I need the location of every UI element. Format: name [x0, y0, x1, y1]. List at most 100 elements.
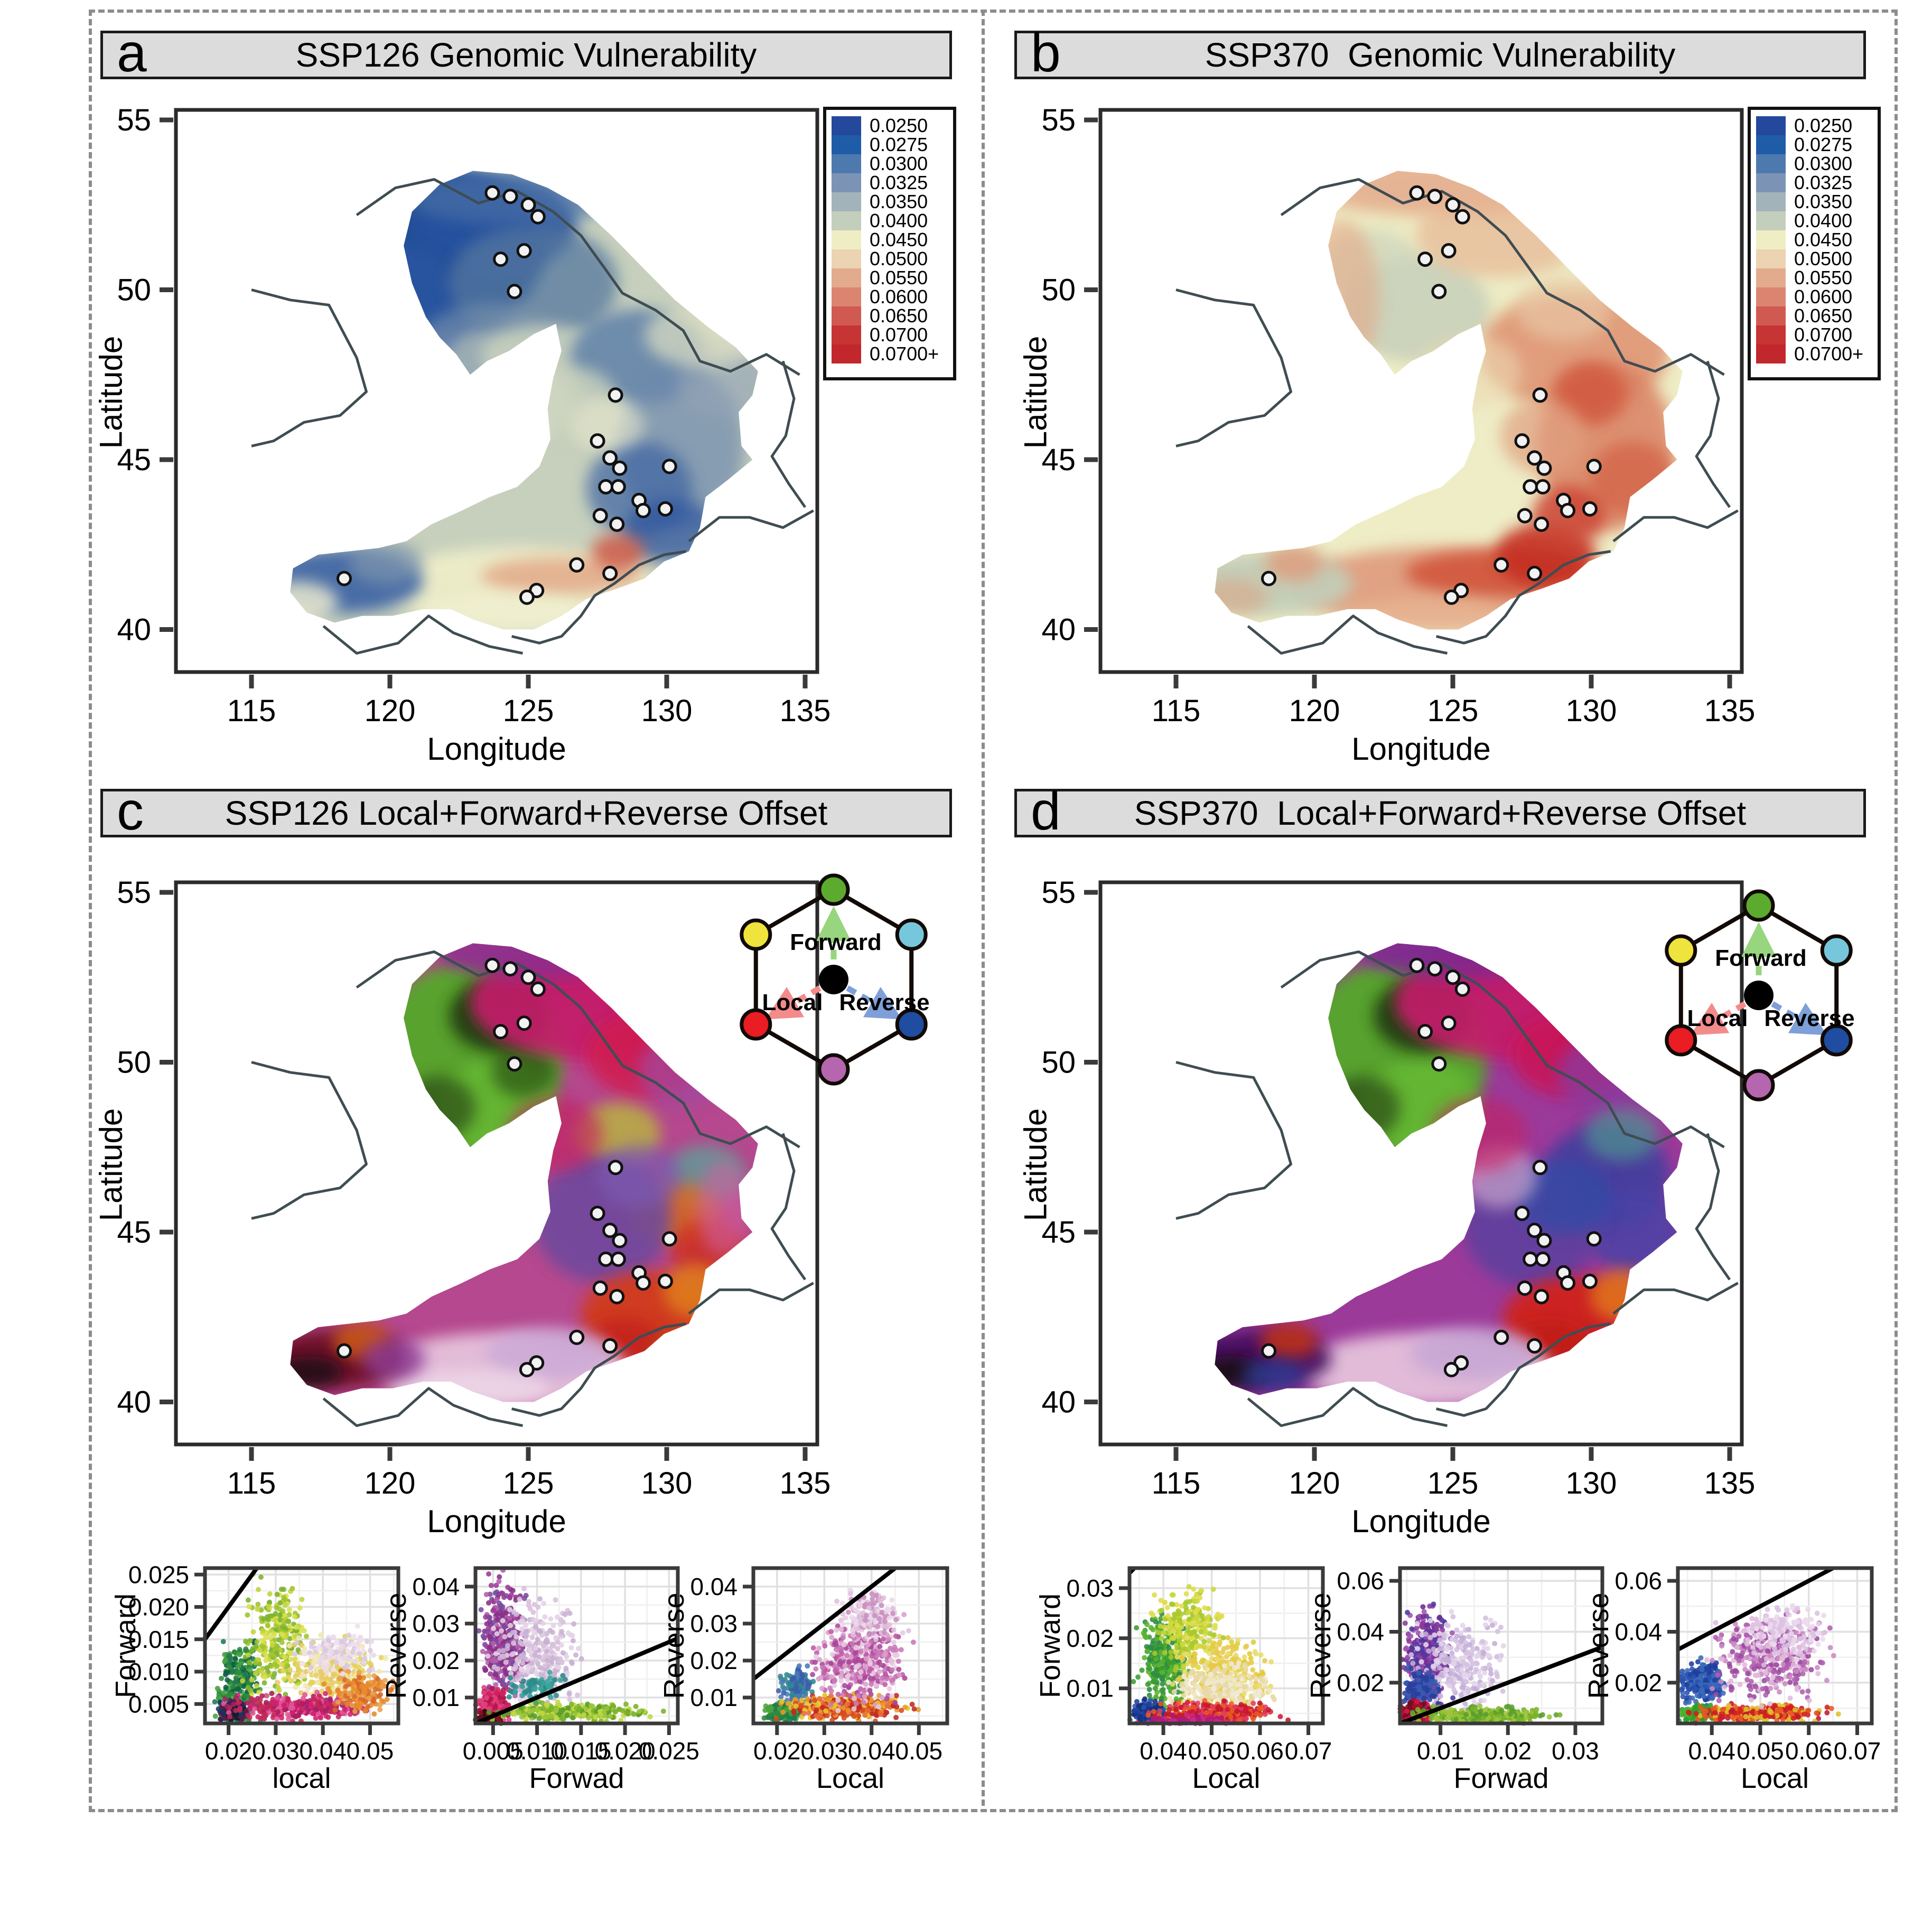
data-point [314, 1690, 320, 1695]
data-point [230, 1702, 236, 1708]
data-point [337, 1691, 342, 1696]
map-frame [174, 880, 819, 1447]
data-point [856, 1632, 862, 1638]
legend-row: 0.0600 [832, 287, 948, 306]
data-point [491, 1626, 497, 1631]
data-point [243, 1708, 249, 1714]
data-point [323, 1642, 329, 1647]
data-point [530, 1679, 536, 1684]
map-region [290, 171, 758, 630]
sample-site-point [1427, 961, 1443, 977]
legend-row: 0.0350 [832, 192, 948, 211]
data-point [498, 1679, 504, 1684]
legend-color-swatch [832, 268, 861, 287]
data-point [488, 1671, 493, 1677]
data-point [330, 1674, 336, 1679]
map-color-patch [1432, 1097, 1527, 1171]
data-point [355, 1646, 361, 1652]
data-point [882, 1618, 888, 1624]
data-point [861, 1700, 866, 1705]
legend-row: 0.0650 [832, 306, 948, 325]
data-point [330, 1667, 336, 1672]
data-point [833, 1647, 839, 1653]
legend-row: 0.0550 [1756, 268, 1872, 287]
data-point [879, 1694, 885, 1700]
scatter-c-reverse-vs-local: 0.02 0.03 0.04 0.05 0.01 0.02 0.03 0.04 Local Rev… [658, 1560, 955, 1794]
plot-frame [473, 1566, 680, 1726]
sample-site-point [1560, 1275, 1575, 1291]
data-point [352, 1673, 358, 1679]
data-point [362, 1690, 368, 1695]
sample-site-point [1514, 1206, 1530, 1222]
data-point [260, 1628, 266, 1633]
data-point [898, 1647, 904, 1653]
data-point [254, 1683, 259, 1689]
data-point [345, 1648, 351, 1654]
x-tick-label: 130 [641, 694, 693, 728]
data-point [810, 1645, 816, 1651]
data-point [527, 1647, 533, 1653]
data-point [347, 1711, 353, 1717]
country-border-line [1247, 614, 1448, 655]
data-point [916, 1707, 921, 1712]
data-point [886, 1686, 892, 1692]
data-point [884, 1607, 890, 1613]
sample-site-point [1532, 387, 1548, 403]
y-tick-label: 55 [117, 103, 151, 137]
data-point [259, 1693, 265, 1699]
data-point [279, 1662, 285, 1668]
y-tick-label: 50 [1041, 1046, 1076, 1080]
data-point [482, 1701, 488, 1707]
data-point [487, 1644, 493, 1650]
data-point [263, 1700, 269, 1705]
upper-right-vertex-dot [1820, 934, 1853, 967]
data-point [542, 1614, 548, 1620]
sample-site-point [502, 961, 518, 977]
legend-row: 0.0350 [1756, 192, 1872, 211]
sample-site-point [519, 589, 535, 605]
local-vertex-dot [1665, 1024, 1697, 1057]
data-point [293, 1673, 298, 1679]
sample-site-point [507, 284, 522, 300]
data-point [878, 1710, 883, 1715]
data-point [311, 1711, 316, 1717]
sample-site-point [569, 557, 585, 573]
data-point [340, 1644, 346, 1649]
data-point [866, 1669, 872, 1674]
data-point [505, 1584, 511, 1590]
sample-site-point [1417, 1024, 1433, 1040]
data-point [489, 1686, 495, 1692]
data-point [841, 1635, 846, 1640]
data-point [530, 1609, 536, 1615]
legend-row: 0.0450 [1756, 230, 1872, 249]
data-point [506, 1694, 512, 1700]
x-tick-label: 0.010 [507, 1737, 567, 1765]
data-point [342, 1706, 348, 1712]
x-tick-label: 0.03 [801, 1737, 848, 1765]
data-point [493, 1690, 499, 1695]
panel-b-letter: b [1031, 22, 1061, 83]
data-point [488, 1696, 493, 1702]
data-point [829, 1652, 835, 1657]
data-point [789, 1692, 795, 1698]
data-point [866, 1631, 872, 1637]
map-frame [1098, 108, 1744, 674]
data-point [516, 1644, 521, 1649]
x-tick-label: 125 [503, 1466, 554, 1500]
data-point [371, 1711, 377, 1717]
data-point [558, 1642, 564, 1648]
data-point [292, 1656, 298, 1662]
data-point [889, 1677, 894, 1683]
data-point [596, 1704, 602, 1710]
data-point [575, 1692, 581, 1698]
legend-value-label: 0.0600 [870, 286, 928, 307]
legend-color-swatch [1756, 287, 1786, 306]
y-tick-label: 0.03 [690, 1610, 738, 1637]
data-point [851, 1706, 857, 1712]
legend-color-swatch [1756, 116, 1786, 135]
country-border-line [688, 509, 814, 543]
x-tick-label: 0.015 [550, 1737, 611, 1765]
data-point [545, 1658, 550, 1664]
sample-site-point [1517, 508, 1533, 524]
